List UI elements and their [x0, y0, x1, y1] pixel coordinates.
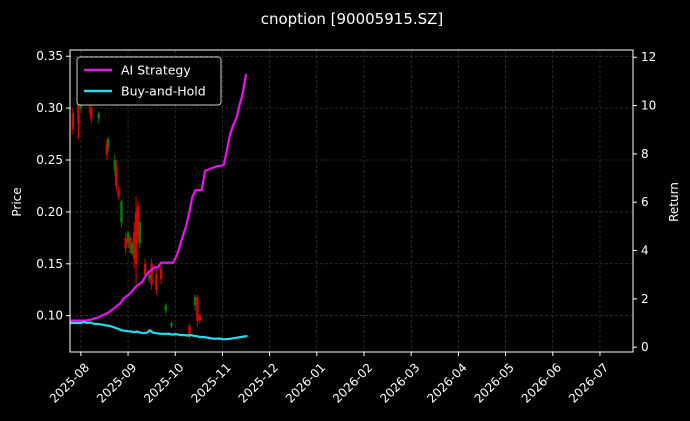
candle-body — [193, 296, 197, 306]
y-right-tick-label: 10 — [641, 99, 656, 113]
candle-body — [196, 296, 199, 321]
legend: AI Strategy Buy-and-Hold — [76, 56, 222, 106]
legend-label-buy-and-hold: Buy-and-Hold — [121, 84, 206, 99]
series-line-ai-strategy — [70, 74, 248, 322]
candle-body — [126, 232, 130, 244]
candle-body — [136, 206, 140, 238]
candle-body — [159, 268, 163, 280]
candle-body — [134, 211, 138, 264]
candle-body — [97, 113, 100, 119]
y-right-tick-label: 12 — [641, 50, 656, 64]
candle-body — [113, 160, 117, 171]
candle-body — [188, 326, 191, 337]
candle-body — [77, 102, 80, 124]
candle-body — [71, 113, 75, 129]
candle-body — [120, 201, 123, 223]
candle-body — [170, 322, 173, 327]
legend-box — [76, 56, 222, 106]
y-left-tick-label: 0.15 — [36, 257, 63, 271]
chart-title: cnoption [90005915.SZ] — [261, 10, 444, 28]
y-right-tick-label: 2 — [641, 292, 649, 306]
y-axis-right-label: Return — [667, 182, 681, 222]
candle-body — [130, 243, 134, 254]
candle-body — [155, 274, 158, 290]
candle-body — [138, 222, 142, 244]
y-axis-left-label: Price — [10, 187, 24, 216]
candle-body — [107, 139, 110, 148]
candle-body — [90, 108, 93, 119]
candle-body — [117, 191, 120, 197]
candle-body — [164, 305, 167, 311]
candle-body — [124, 237, 127, 249]
y-left-tick-label: 0.25 — [36, 153, 63, 167]
candle-body — [115, 165, 118, 186]
legend-label-ai-strategy: AI Strategy — [121, 63, 191, 78]
series-lines — [70, 74, 248, 341]
series-line-buy-and-hold — [70, 320, 248, 341]
candle-body — [198, 315, 201, 321]
candle-body — [132, 232, 136, 259]
candle-body — [150, 263, 153, 285]
y-left-tick-label: 0.10 — [36, 309, 63, 323]
y-axis-right: 0 2 4 6 8 10 12 — [633, 50, 656, 354]
candle-body — [128, 237, 132, 249]
candle-body — [148, 274, 151, 280]
y-right-tick-label: 8 — [641, 147, 649, 161]
plot-frame — [69, 49, 634, 353]
candle-body — [143, 263, 147, 275]
y-left-tick-label: 0.20 — [36, 205, 63, 219]
candles — [71, 76, 201, 339]
y-right-tick-label: 6 — [641, 195, 649, 209]
y-left-tick-label: 0.35 — [36, 49, 63, 63]
y-right-tick-label: 0 — [641, 340, 649, 354]
y-axis-left: 0.10 0.15 0.20 0.25 0.30 0.35 — [36, 49, 70, 323]
candle-body — [105, 144, 109, 155]
y-left-tick-label: 0.30 — [36, 101, 63, 115]
y-right-tick-label: 4 — [641, 244, 649, 258]
